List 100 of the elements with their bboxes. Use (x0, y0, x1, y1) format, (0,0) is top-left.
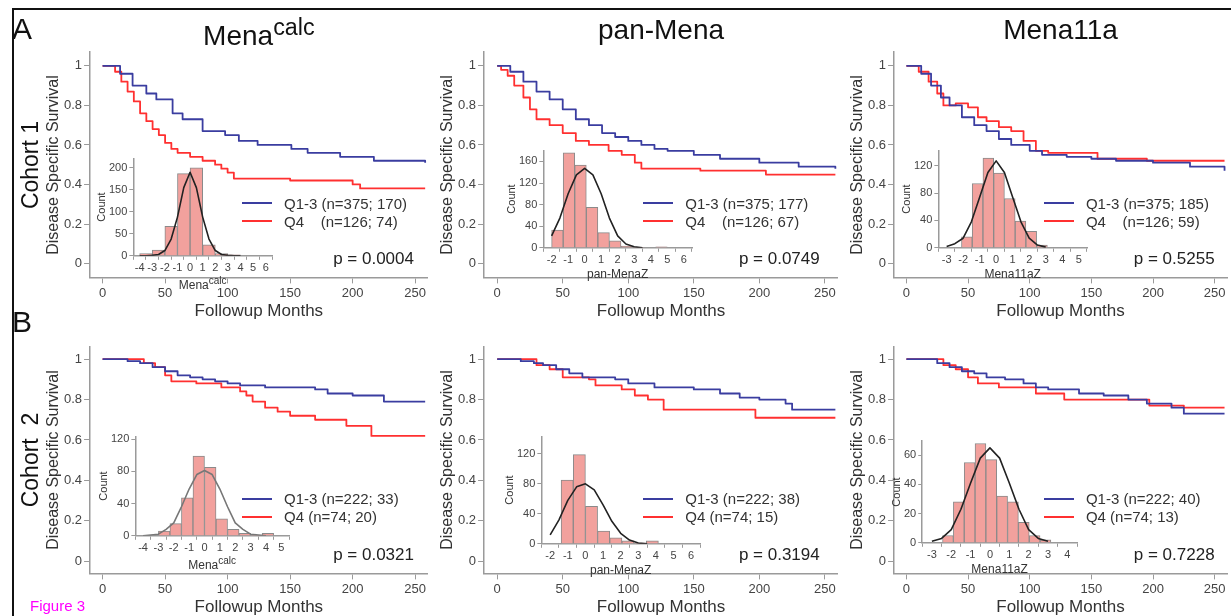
y-tick-label: 0.8 (63, 96, 83, 112)
y-tick-label: 0.2 (457, 215, 477, 231)
y-tick-label: 200 (108, 160, 128, 173)
y-tick-label: 40 (903, 477, 917, 490)
annotation: p = 0.5255 (1133, 249, 1215, 269)
y-tick-label: 40 (523, 506, 536, 519)
y-tick-label: 0 (123, 528, 130, 541)
y-axis-title: Count (899, 184, 912, 214)
x-tick-label: -1 (184, 541, 195, 554)
y-tick-label: 0 (531, 240, 538, 253)
y-axis-title: Count (504, 184, 517, 214)
annotation: p = 0.0749 (738, 249, 820, 269)
x-tick-label: 0 (993, 253, 1000, 266)
caption: Figure 3 (30, 597, 86, 614)
x-axis-title: Followup Months (596, 597, 726, 616)
y-tick-label: 0.8 (457, 391, 477, 407)
x-tick-label: 150 (279, 580, 301, 596)
x-tick-label: 250 (404, 284, 427, 300)
y-tick-label: 100 (108, 204, 128, 217)
x-tick-label: 4 (652, 549, 659, 562)
x-axis-title: Followup Months (194, 301, 324, 320)
y-axis-title: Disease Specific Survival (44, 370, 61, 550)
x-tick-label: -2 (546, 253, 557, 266)
text: A (12, 12, 33, 45)
x-tick-label: 50 (555, 580, 570, 596)
x-tick-label: 1 (216, 541, 223, 554)
y-axis-title: Disease Specific Survival (848, 74, 865, 255)
x-tick-label: -3 (147, 261, 158, 274)
x-tick-label: 1 (598, 253, 605, 266)
y-tick-label: 80 (523, 476, 536, 489)
x-tick-label: -3 (153, 541, 164, 554)
x-tick-label: -2 (545, 549, 556, 562)
y-tick-label: 0 (926, 240, 933, 253)
x-tick-label: 2 (1025, 548, 1032, 561)
x-tick-label: 100 (617, 284, 640, 300)
x-tick-label: 150 (1080, 580, 1103, 596)
x-tick-label: 5 (670, 549, 677, 562)
y-tick-label: 150 (108, 182, 128, 195)
x-tick-label: -2 (946, 548, 957, 561)
y-axis-title: Count (94, 192, 107, 222)
legend-label: Q4 (n=126; 59) (1085, 212, 1200, 230)
x-tick-label: 200 (748, 284, 771, 300)
x-tick-label: 0 (581, 253, 588, 266)
y-tick-label: 0.4 (867, 471, 887, 487)
x-tick-label: 1 (1006, 548, 1013, 561)
x-tick-label: 100 (216, 580, 239, 596)
x-tick-label: 250 (404, 580, 427, 596)
x-tick-label: 150 (279, 284, 301, 300)
x-tick-label: 4 (647, 253, 654, 266)
x-tick-label: 150 (682, 284, 705, 300)
x-tick-label: 1 (199, 261, 206, 274)
x-tick-label: 50 (157, 580, 173, 596)
x-tick-label: 250 (814, 284, 836, 300)
y-tick-label: 0.4 (457, 471, 477, 487)
x-axis-title: Followup Months (596, 301, 726, 320)
y-tick-label: 80 (920, 186, 933, 199)
text: B (12, 305, 33, 338)
x-axis-title: Mena11aZ (971, 562, 1028, 576)
legend-label: Q1-3 (n=222; 38) (685, 490, 800, 508)
y-tick-label: 120 (518, 176, 538, 189)
x-tick-label: 0 (493, 580, 501, 596)
x-tick-label: -1 (172, 261, 183, 274)
x-tick-label: 6 (262, 261, 269, 274)
x-tick-label: 250 (1203, 580, 1226, 596)
y-tick-label: 50 (115, 226, 128, 239)
x-tick-label: 0 (493, 284, 501, 300)
y-tick-label: 0.4 (63, 176, 83, 192)
y-tick-label: 20 (903, 506, 917, 519)
x-tick-label: 200 (341, 580, 364, 596)
y-axis-title: Disease Specific Survival (438, 370, 455, 550)
x-tick-label: 50 (157, 284, 173, 300)
x-tick-label: 200 (1142, 580, 1164, 596)
chart-title: Mena$^{calc}$ (203, 14, 315, 52)
y-tick-label: 160 (518, 154, 538, 167)
y-tick-label: 0.2 (63, 215, 83, 231)
x-tick-label: 0 (98, 284, 107, 300)
legend-label: Q4 (n=74; 13) (1085, 508, 1179, 526)
x-tick-label: -1 (965, 548, 976, 561)
x-tick-label: 50 (960, 284, 976, 300)
y-tick-label: 1 (468, 57, 477, 73)
y-tick-label: 0.8 (63, 391, 83, 407)
x-tick-label: 2 (212, 261, 219, 274)
legend-label: Q4 (n=126; 67) (685, 212, 800, 230)
chart-title: Mena11a (1003, 14, 1118, 45)
y-tick-label: 0.4 (457, 176, 477, 192)
annotation: p = 0.3194 (738, 545, 820, 565)
y-tick-label: 120 (913, 158, 933, 171)
legend-label: Q1-3 (n=375; 170) (283, 194, 407, 212)
x-tick-label: 100 (1018, 284, 1041, 300)
y-tick-label: 120 (516, 446, 536, 459)
x-tick-label: 5 (278, 541, 285, 554)
x-axis-title: pan-MenaZ (586, 267, 649, 281)
y-tick-label: 0.2 (867, 215, 887, 231)
legend-label: Q1-3 (n=222; 33) (283, 490, 399, 508)
x-tick-label: -4 (138, 541, 148, 554)
annotation: p = 0.0321 (333, 545, 414, 565)
x-tick-label: 2 (617, 549, 624, 562)
x-tick-label: 2 (232, 541, 239, 554)
x-tick-label: 4 (1064, 548, 1071, 561)
x-tick-label: 0 (582, 549, 589, 562)
